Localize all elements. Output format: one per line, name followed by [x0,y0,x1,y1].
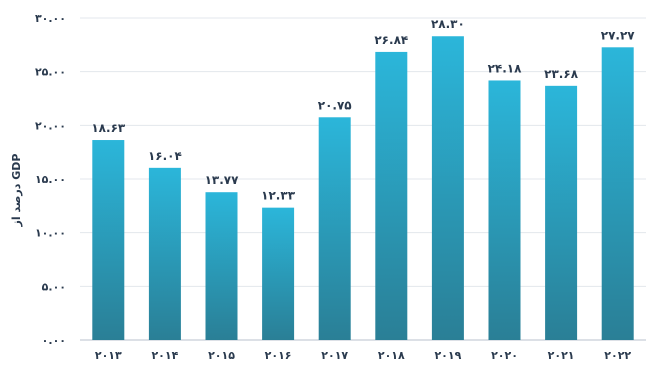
x-tick-label: ۲۰۱۸ [378,349,405,362]
bar [148,167,181,340]
y-tick-label: ۵.۰۰ [42,280,66,293]
bar [431,36,464,340]
y-tick-label: ۳۰.۰۰ [35,12,66,25]
bar [545,85,578,341]
x-tick-label: ۲۰۲۲ [604,349,631,362]
x-tick-label: ۲۰۱۳ [95,349,122,362]
bar [92,140,125,340]
data-label: ۱۲.۳۳ [261,189,296,203]
x-tick-label: ۲۰۱۵ [208,349,235,362]
y-tick-label: ۲۰.۰۰ [35,119,66,132]
data-label: ۱۸.۶۳ [91,121,126,135]
y-tick-label: ۱۰.۰۰ [35,227,66,240]
x-tick-label: ۲۰۲۰ [491,349,518,362]
data-label: ۲۸.۳۰ [431,17,465,31]
y-tick-label: ۰.۰۰ [42,334,66,347]
data-label: ۱۶.۰۴ [148,149,182,163]
y-axis-label: درصد از GDP [10,154,23,228]
data-labels: ۱۸.۶۳ ۱۶.۰۴ ۱۳.۷۷ ۱۲.۳۳ ۲۰.۷۵ ۲۶.۸۴ ۲۸.۳۰ ۲۴.۱۸… [91,17,635,202]
bar [488,80,521,340]
y-axis-ticks: ۰.۰۰ ۵.۰۰ ۱۰.۰۰ ۱۵.۰۰ ۲۰.۰۰ ۲۵.۰۰ ۳۰.۰۰ [35,12,66,347]
bars [92,36,634,341]
y-tick-label: ۲۵.۰۰ [35,66,66,79]
y-tick-label: ۱۵.۰۰ [35,173,66,186]
x-tick-label: ۲۰۱۶ [265,349,292,362]
x-axis-ticks: ۲۰۱۳ ۲۰۱۴ ۲۰۱۵ ۲۰۱۶ ۲۰۱۷ ۲۰۱۸ ۲۰۱۹ ۲۰۲۰ ۲۰۲۱ ۲۰۲۲ [95,349,632,362]
bar [318,117,351,341]
data-label: ۲۶.۸۴ [374,33,408,47]
x-tick-label: ۲۰۲۱ [548,349,575,362]
data-label: ۲۰.۷۵ [318,98,352,112]
bar [601,47,634,340]
data-label: ۲۷.۲۷ [601,28,636,42]
x-tick-label: ۲۰۱۹ [434,349,461,362]
bar [262,207,295,340]
bar [375,51,408,341]
data-label: ۲۳.۶۸ [544,67,579,81]
data-label: ۲۴.۱۸ [488,61,523,75]
bar [205,192,238,340]
data-label: ۱۳.۷۷ [205,173,240,187]
x-tick-label: ۲۰۱۴ [151,349,178,362]
x-tick-label: ۲۰۱۷ [321,349,348,362]
